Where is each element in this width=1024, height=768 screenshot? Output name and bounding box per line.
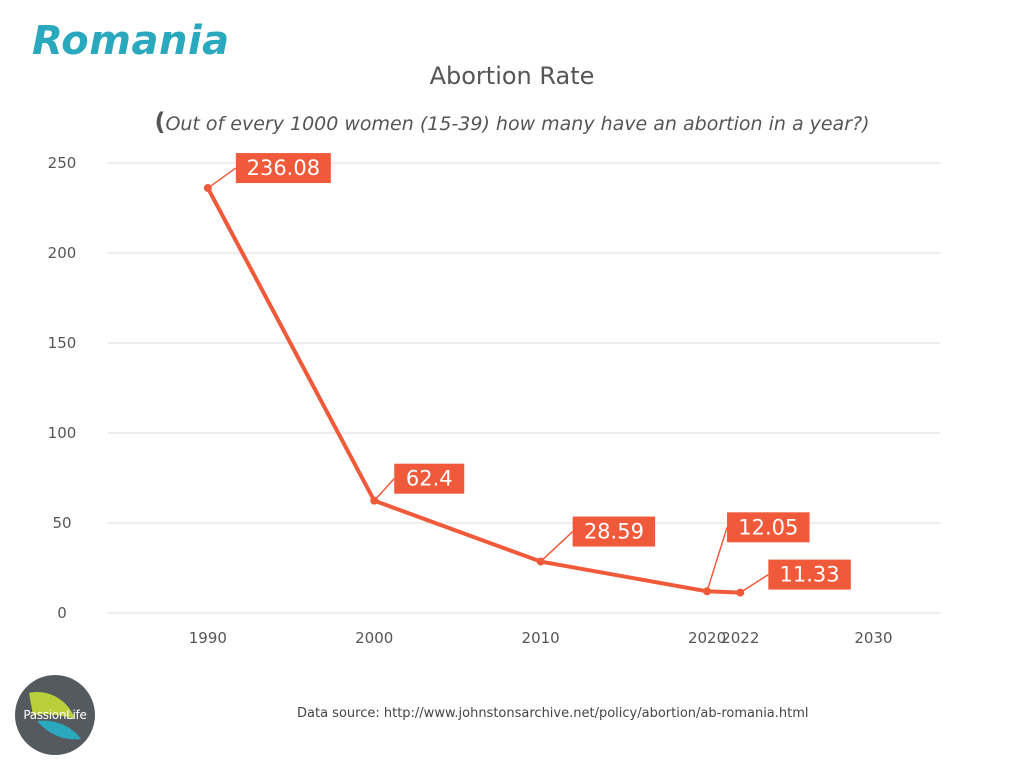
x-tick-label: 1990 [189, 629, 227, 647]
data-label: 12.05 [738, 515, 798, 539]
logo-text: PassionLife [23, 708, 87, 722]
subtitle-text: Out of every 1000 women (15-39) how many… [165, 113, 870, 135]
data-source-note: Data source: http://www.johnstonsarchive… [297, 706, 809, 721]
data-label-box [572, 516, 656, 547]
y-tick-label: 250 [48, 154, 77, 172]
data-label-box [235, 153, 331, 184]
y-tick-label: 200 [48, 244, 77, 262]
data-label-box [768, 559, 851, 590]
y-tick-label: 0 [57, 604, 67, 622]
data-label-leader [540, 530, 574, 563]
data-label-leader [373, 478, 395, 502]
gridlines [108, 162, 940, 614]
x-tick-label: 2020 [688, 629, 726, 647]
data-label: 28.59 [584, 520, 644, 544]
passionlife-logo: PassionLife [15, 675, 95, 755]
x-tick-label: 2010 [522, 629, 560, 647]
subtitle-open-paren: ( [154, 108, 166, 136]
x-tick-label: 2022 [721, 629, 759, 647]
data-label: 236.08 [247, 156, 320, 180]
country-title: Romania [32, 18, 230, 64]
data-label-leader [739, 573, 769, 594]
data-label: 11.33 [780, 563, 840, 587]
chart-subtitle: (Out of every 1000 women (15-39) how man… [0, 108, 1024, 136]
series-line-group [203, 184, 745, 597]
x-tick-label: 2030 [854, 629, 892, 647]
data-label-box [727, 512, 810, 543]
y-tick-label: 100 [48, 424, 77, 442]
y-tick-label: 50 [52, 514, 71, 532]
y-axis-ticks: 0 50 100 150 200 250 [48, 154, 77, 622]
data-label: 62.4 [406, 467, 453, 491]
chart-title: Abortion Rate [429, 62, 595, 90]
y-tick-label: 150 [48, 334, 77, 352]
x-tick-label: 2000 [355, 629, 393, 647]
leaf-icon [29, 692, 81, 740]
series-line [205, 186, 743, 595]
data-label-leader [207, 167, 237, 189]
data-label-leader [706, 527, 728, 592]
data-labels: 236.08 62.4 28.59 12.05 11.33 [207, 153, 851, 594]
data-label-box [394, 463, 465, 494]
